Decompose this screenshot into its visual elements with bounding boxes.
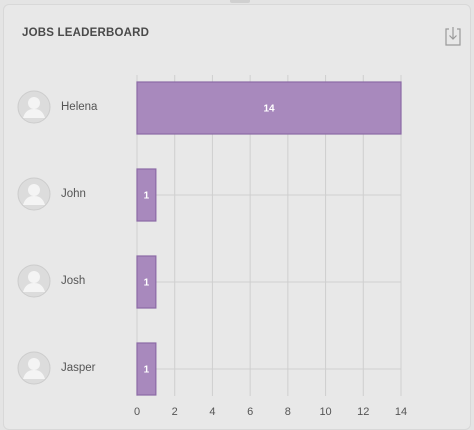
x-tick-label: 8 <box>285 406 291 418</box>
leaderboard-row-jasper: Jasper <box>17 351 127 391</box>
data-label: 14 <box>263 104 275 115</box>
leaderboard-row-john: John <box>17 177 127 217</box>
user-name: Helena <box>61 101 98 113</box>
x-tick-label: 0 <box>134 406 140 418</box>
bar-josh <box>136 255 157 309</box>
data-label: 1 <box>144 365 150 376</box>
leaderboard-row-helena: Helena <box>17 90 127 130</box>
user-avatar-icon <box>17 90 51 124</box>
top-handle <box>230 0 250 3</box>
data-label: 1 <box>144 191 150 202</box>
user-name: John <box>61 188 86 200</box>
bar-helena <box>136 81 402 135</box>
download-icon <box>445 27 461 46</box>
x-tick-label: 6 <box>247 406 253 418</box>
user-avatar-icon <box>17 264 51 298</box>
x-tick-label: 2 <box>172 406 178 418</box>
user-name: Jasper <box>61 362 96 374</box>
card-title: JOBS LEADERBOARD <box>22 27 150 39</box>
user-avatar-icon <box>17 177 51 211</box>
x-tick-label: 10 <box>319 406 331 418</box>
x-tick-label: 14 <box>395 406 407 418</box>
download-button[interactable] <box>444 25 462 47</box>
data-label: 1 <box>144 278 150 289</box>
leaderboard-row-josh: Josh <box>17 264 127 304</box>
leaderboard-card: JOBS LEADERBOARD <box>3 4 471 430</box>
user-avatar-icon <box>17 351 51 385</box>
x-tick-label: 4 <box>209 406 215 418</box>
x-tick-label: 12 <box>357 406 369 418</box>
bar-jasper <box>136 342 157 396</box>
user-name: Josh <box>61 275 86 287</box>
bar-john <box>136 168 157 222</box>
